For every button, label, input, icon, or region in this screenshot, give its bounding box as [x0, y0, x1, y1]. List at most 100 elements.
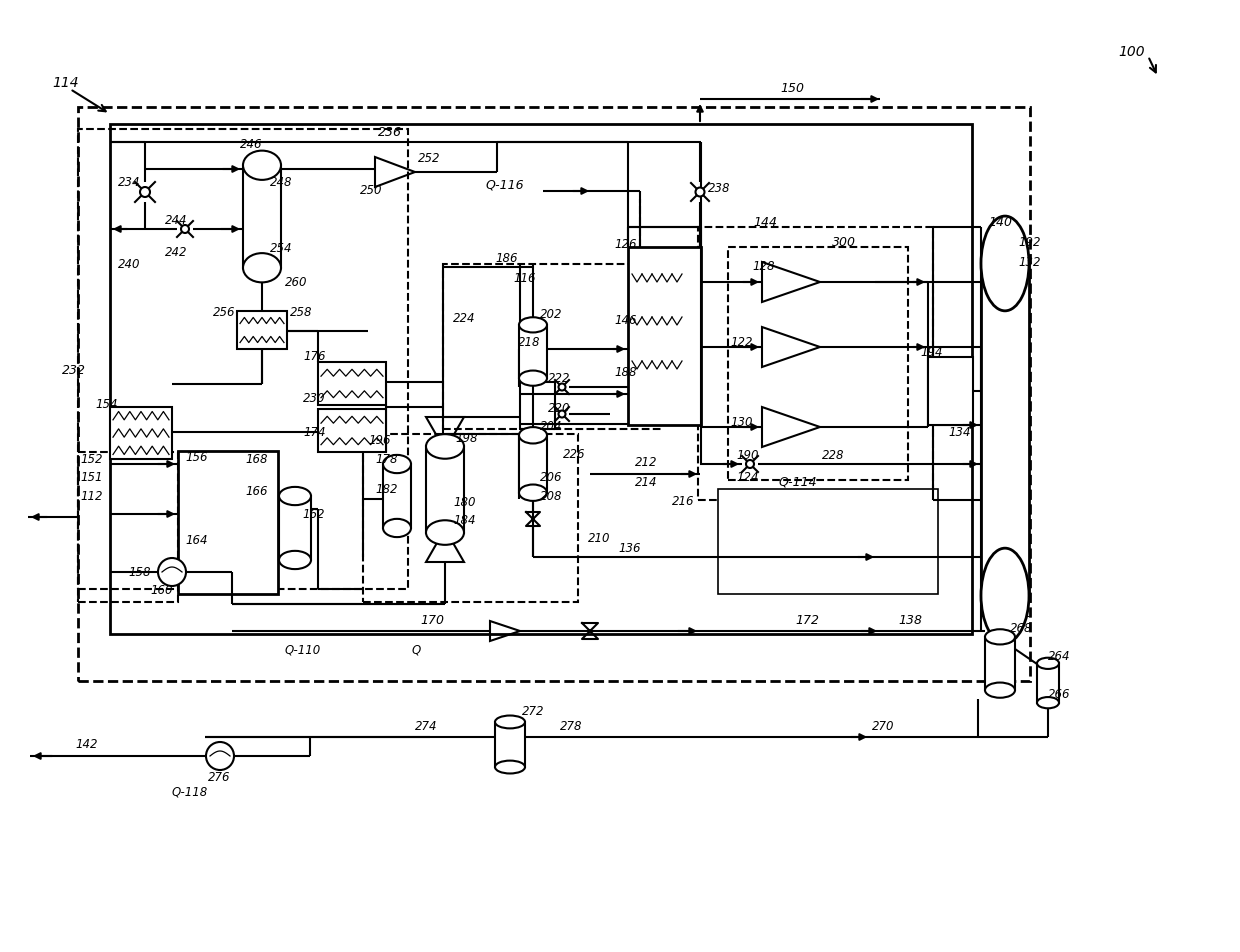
- Text: 234: 234: [118, 176, 140, 189]
- Ellipse shape: [495, 716, 525, 728]
- Circle shape: [558, 411, 565, 418]
- Text: 212: 212: [635, 456, 657, 469]
- Text: 204: 204: [539, 419, 563, 432]
- Text: Q-110: Q-110: [285, 643, 321, 656]
- Bar: [110, 407, 172, 460]
- Text: 176: 176: [303, 350, 326, 363]
- Bar: [520, 436, 547, 493]
- Bar: [243, 166, 281, 268]
- Text: 100: 100: [1118, 45, 1145, 59]
- Text: 208: 208: [539, 490, 563, 503]
- Text: Q-114: Q-114: [777, 475, 817, 488]
- Text: 242: 242: [165, 246, 187, 258]
- Text: 114: 114: [52, 76, 78, 89]
- Bar: [317, 363, 386, 406]
- Ellipse shape: [1037, 658, 1059, 669]
- Text: 166: 166: [246, 485, 268, 498]
- Text: 132: 132: [1018, 255, 1040, 268]
- Text: 272: 272: [522, 704, 544, 718]
- Text: 174: 174: [303, 426, 326, 439]
- Bar: [520, 326, 547, 379]
- Text: 160: 160: [150, 583, 172, 596]
- Text: 238: 238: [708, 181, 730, 194]
- Text: 224: 224: [453, 311, 475, 325]
- Ellipse shape: [427, 435, 464, 459]
- Text: 260: 260: [285, 276, 308, 289]
- Text: 216: 216: [672, 495, 694, 508]
- Bar: [383, 465, 410, 528]
- Circle shape: [558, 384, 565, 391]
- Text: 156: 156: [185, 451, 207, 464]
- Text: 222: 222: [548, 371, 570, 384]
- Text: 116: 116: [513, 271, 536, 285]
- Ellipse shape: [279, 551, 311, 569]
- Text: 192: 192: [1018, 235, 1040, 248]
- Text: 126: 126: [614, 238, 636, 251]
- Bar: [728, 248, 908, 481]
- Text: 230: 230: [303, 391, 326, 404]
- Bar: [427, 447, 464, 533]
- Text: 202: 202: [539, 308, 563, 321]
- Bar: [928, 358, 973, 426]
- Text: 128: 128: [751, 260, 775, 273]
- Bar: [78, 129, 408, 589]
- Text: 300: 300: [832, 235, 856, 248]
- Text: 248: 248: [270, 176, 293, 189]
- Text: 190: 190: [737, 449, 759, 462]
- Ellipse shape: [279, 487, 311, 506]
- Bar: [237, 311, 286, 349]
- Text: 258: 258: [290, 306, 312, 318]
- Circle shape: [157, 559, 186, 586]
- Text: 270: 270: [872, 720, 894, 733]
- Text: 168: 168: [246, 453, 268, 466]
- Circle shape: [696, 188, 704, 197]
- Bar: [110, 125, 972, 634]
- Text: 218: 218: [518, 335, 541, 348]
- Text: 122: 122: [730, 335, 753, 348]
- Text: 188: 188: [614, 366, 636, 378]
- Text: 236: 236: [378, 126, 402, 138]
- Text: 186: 186: [495, 251, 517, 265]
- Text: 170: 170: [420, 613, 444, 625]
- Text: 246: 246: [241, 138, 263, 151]
- Text: 152: 152: [81, 453, 103, 466]
- Ellipse shape: [495, 761, 525, 774]
- Text: 254: 254: [270, 241, 293, 254]
- Ellipse shape: [985, 629, 1016, 645]
- Bar: [985, 637, 1016, 690]
- Ellipse shape: [520, 318, 547, 333]
- Ellipse shape: [520, 371, 547, 387]
- Text: 150: 150: [780, 83, 804, 95]
- Text: 268: 268: [1011, 621, 1033, 634]
- Text: Q-116: Q-116: [485, 178, 523, 191]
- Bar: [78, 452, 179, 603]
- Bar: [627, 248, 701, 426]
- Text: 196: 196: [368, 433, 391, 446]
- Text: 210: 210: [588, 531, 610, 544]
- Ellipse shape: [981, 548, 1029, 644]
- Text: 164: 164: [185, 533, 207, 545]
- Text: 180: 180: [453, 496, 475, 509]
- Ellipse shape: [520, 427, 547, 444]
- Text: 278: 278: [560, 720, 583, 733]
- Text: 226: 226: [563, 448, 585, 461]
- Bar: [279, 497, 311, 561]
- Circle shape: [140, 188, 150, 198]
- Text: 214: 214: [635, 476, 657, 489]
- Text: 146: 146: [614, 313, 636, 327]
- Circle shape: [746, 461, 754, 468]
- Bar: [179, 451, 278, 594]
- Text: 274: 274: [415, 720, 438, 733]
- Bar: [443, 265, 661, 429]
- Text: 184: 184: [453, 513, 475, 526]
- Text: 194: 194: [920, 347, 942, 359]
- Bar: [1037, 664, 1059, 703]
- Text: 276: 276: [208, 771, 231, 783]
- Ellipse shape: [985, 683, 1016, 698]
- Text: 158: 158: [128, 565, 150, 578]
- Text: 124: 124: [737, 471, 759, 484]
- Text: 240: 240: [118, 258, 140, 271]
- Ellipse shape: [243, 254, 281, 283]
- Text: 228: 228: [822, 449, 844, 462]
- Bar: [317, 409, 386, 452]
